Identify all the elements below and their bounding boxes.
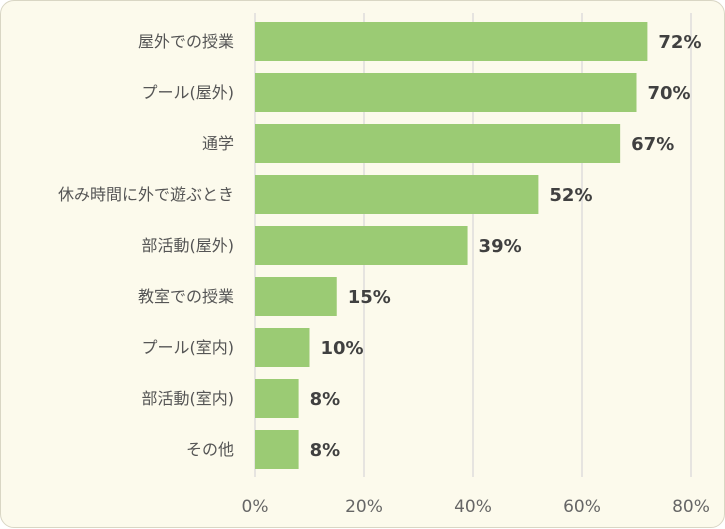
x-tick-label: 0% [242, 497, 269, 517]
category-label: プール(室内) [142, 338, 235, 357]
data-label: 70% [648, 83, 691, 104]
data-label: 15% [348, 287, 391, 308]
bar [255, 124, 621, 163]
x-tick-label: 20% [345, 497, 383, 517]
category-label: 通学 [202, 134, 234, 153]
data-labels: 72% 70% 67% 52% 39% 15% 10% 8% 8% [310, 32, 702, 461]
category-label: 休み時間に外で遊ぶとき [58, 185, 234, 204]
data-label: 8% [310, 389, 341, 410]
bar [255, 379, 299, 418]
data-label: 67% [631, 134, 674, 155]
bar [255, 328, 310, 367]
data-label: 39% [479, 236, 522, 257]
category-label: 屋外での授業 [138, 32, 234, 51]
bar [255, 277, 337, 316]
x-tick-label: 60% [563, 497, 601, 517]
bar [255, 73, 637, 112]
x-tick-label: 40% [454, 497, 492, 517]
bars [255, 22, 648, 469]
category-label: 部活動(室内) [142, 389, 235, 408]
category-label: プール(屋外) [142, 83, 235, 102]
x-tick-label: 80% [672, 497, 710, 517]
data-label: 8% [310, 440, 341, 461]
data-label: 72% [658, 32, 701, 53]
data-label: 10% [321, 338, 364, 359]
category-label: その他 [186, 440, 234, 459]
data-label: 52% [549, 185, 592, 206]
bar [255, 430, 299, 469]
bar [255, 226, 468, 265]
bar [255, 22, 648, 61]
category-label: 部活動(屋外) [142, 236, 235, 255]
x-axis-ticks: 0% 20% 40% 60% 80% [242, 497, 710, 517]
bar [255, 175, 539, 214]
category-label: 教室での授業 [138, 287, 234, 306]
